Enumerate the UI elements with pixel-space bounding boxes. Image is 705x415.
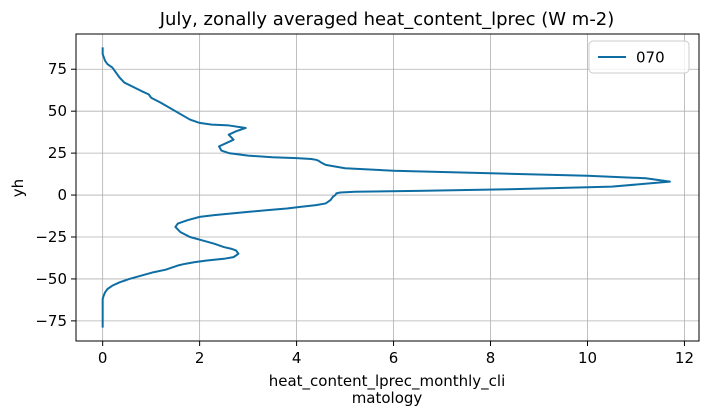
y-tick-label: 0 [57,186,67,204]
x-tick-label: 12 [675,349,694,367]
chart-title: July, zonally averaged heat_content_lpre… [159,9,615,30]
x-tick-label: 4 [292,349,302,367]
series-line-070 [101,47,671,328]
grid [76,34,699,341]
ticks: 0 2 4 6 8 10 12 −75 −50 −25 0 25 50 75 [35,60,694,367]
y-axis-label: yh [9,179,27,197]
y-tick-label: 50 [48,102,67,120]
legend: 070 [588,40,690,74]
x-tick-label: 8 [486,349,496,367]
x-axis-label-line-1: heat_content_lprec_monthly_cli [269,372,506,391]
x-tick-label: 6 [389,349,399,367]
x-tick-label: 2 [195,349,205,367]
y-tick-label: −75 [35,312,67,330]
x-tick-label: 10 [578,349,597,367]
y-tick-label: −25 [35,228,67,246]
legend-box [588,40,690,74]
series-layer [101,47,671,328]
x-tick-label: 0 [98,349,108,367]
x-axis-label-line-2: matology [352,389,423,407]
legend-label-070: 070 [636,49,665,67]
plot-frame [75,33,700,342]
y-tick-label: −50 [35,270,67,288]
y-tick-label: 75 [48,60,67,78]
y-tick-label: 25 [48,144,67,162]
